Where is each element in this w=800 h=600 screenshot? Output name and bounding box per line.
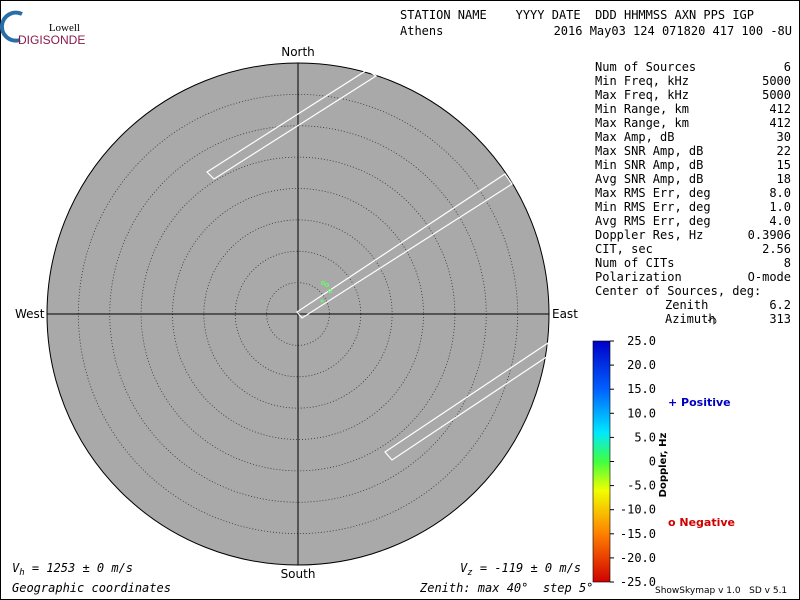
colorbar-label: 20.0 <box>627 358 656 372</box>
colorbar-labels: 25.0 20.0 15.0 10.0 5.0 0 -5.0 -10.0 -15.0 -20.0 -… <box>610 334 656 589</box>
stat-label: Num of Sources <box>595 60 696 74</box>
stat-value: 412 <box>769 102 791 116</box>
stat-label: CIT, sec <box>595 242 653 256</box>
stats-table: Num of Sources 6 Min Freq, kHz 5000 Max Freq… <box>595 60 791 326</box>
colorbar-label: 25.0 <box>627 334 656 348</box>
east-label: East <box>552 307 578 321</box>
logo-bottom: DIGISONDE <box>18 33 85 47</box>
header-station: Athens <box>400 24 443 38</box>
stat-label: Avg SNR Amp, dB <box>595 172 703 186</box>
south-label: South <box>281 567 316 581</box>
center-value: 6.2 <box>769 298 791 312</box>
stat-label: Max Range, km <box>595 116 689 130</box>
source-marks <box>320 281 332 303</box>
stat-label: Min RMS Err, deg <box>595 200 711 214</box>
west-label: West <box>15 307 45 321</box>
beam-outline <box>296 173 513 319</box>
stat-label: Max RMS Err, deg <box>595 186 711 200</box>
colorbar-label: 0 <box>649 455 656 469</box>
stat-value: 8 <box>784 256 791 270</box>
stat-label: Max SNR Amp, dB <box>595 144 703 158</box>
vh-symbol: V <box>12 561 20 575</box>
stat-value: 6 <box>784 60 791 74</box>
center-heading: Center of Sources, deg: <box>595 284 761 298</box>
colorbar-label: -25.0 <box>620 575 656 589</box>
stat-value: 2.56 <box>762 242 791 256</box>
stat-label: Min Freq, kHz <box>595 74 689 88</box>
stat-label: Avg RMS Err, deg <box>595 214 711 228</box>
colorbar-label: -10.0 <box>620 503 656 517</box>
legend-negative: o Negative <box>668 516 735 529</box>
colorbar-label: -20.0 <box>620 551 656 565</box>
center-value: 313 <box>769 312 791 326</box>
center-label: Azimuth <box>665 312 716 326</box>
north-label: North <box>281 45 315 59</box>
stat-value: 0.3906 <box>748 228 791 242</box>
legend-positive: + Positive <box>668 396 731 409</box>
vz: Vz = -119 ± 0 m/s <box>460 561 581 578</box>
logo-top: Lowell <box>49 22 80 34</box>
colorbar-label: 15.0 <box>627 382 656 396</box>
center-label: Zenith <box>665 298 708 312</box>
stat-label: Num of CITs <box>595 256 674 270</box>
stat-label: Min Range, km <box>595 102 689 116</box>
header-values: 2016 May03 124 071820 417 100 -8U <box>554 24 792 38</box>
beam-outline <box>384 341 549 461</box>
version: ShowSkymap v 1.0 SD v 5.1 <box>655 586 787 596</box>
vh-sub: h <box>19 568 24 578</box>
stat-value: 412 <box>769 116 791 130</box>
vz-symbol: V <box>460 561 468 575</box>
stat-value: 1.0 <box>769 200 791 214</box>
zenith-note: Zenith: max 40° step 5° <box>419 581 593 595</box>
coordinates: Geographic coordinates <box>12 581 171 595</box>
beam-outline <box>206 69 378 180</box>
stat-value: 5000 <box>762 88 791 102</box>
colorbar-title: Doppler, Hz <box>658 433 669 498</box>
stat-label: Doppler Res, Hz <box>595 228 703 242</box>
colorbar-label: -5.0 <box>627 479 656 493</box>
stat-value: 4.0 <box>769 214 791 228</box>
azimuth-icon <box>707 317 717 325</box>
stat-label: Polarization <box>595 270 682 284</box>
colorbar-label: 10.0 <box>627 406 656 420</box>
stat-value: 18 <box>777 172 791 186</box>
stat-value: 22 <box>777 144 791 158</box>
header-fields: STATION NAME YYYY DATE DDD HHMMSS AXN PP… <box>400 8 754 22</box>
stat-value: 30 <box>777 130 791 144</box>
vz-text: = -119 ± 0 m/s <box>473 561 581 575</box>
vh-text: = 1253 ± 0 m/s <box>25 561 133 575</box>
stat-label: Min SNR Amp, dB <box>595 158 703 172</box>
stat-label: Max Freq, kHz <box>595 88 689 102</box>
colorbar-label: -15.0 <box>620 527 656 541</box>
colorbar-label: 5.0 <box>634 430 656 444</box>
logo-swoosh <box>0 10 23 43</box>
stat-value: O-mode <box>748 270 791 284</box>
vz-sub: z <box>467 568 472 578</box>
stat-value: 15 <box>777 158 791 172</box>
vh: Vh = 1253 ± 0 m/s <box>12 561 133 578</box>
stat-value: 5000 <box>762 74 791 88</box>
colorbar <box>592 340 611 583</box>
stat-label: Max Amp, dB <box>595 130 674 144</box>
stat-value: 8.0 <box>769 186 791 200</box>
